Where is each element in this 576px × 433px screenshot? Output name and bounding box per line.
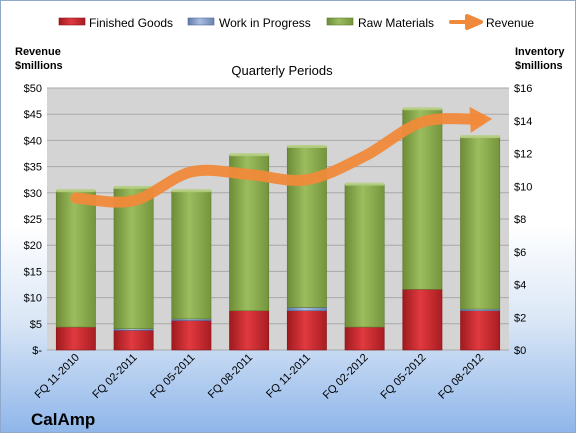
right-axis-title-line1: Inventory (515, 46, 565, 58)
legend: Finished Goods Work in Progress Raw Mate… (58, 14, 534, 30)
legend-item-work-in-progress: Work in Progress (187, 16, 311, 30)
bar-raw-materials (171, 190, 212, 320)
left-axis-title-line1: Revenue (15, 46, 61, 58)
bar-finished-goods (171, 320, 212, 351)
right-axis-title-line2: $millions (515, 60, 563, 72)
legend-label-finished-goods: Finished Goods (89, 16, 173, 30)
bar-raw-materials (55, 190, 96, 328)
legend-label-raw-materials: Raw Materials (358, 16, 434, 30)
bar-raw-materials (460, 136, 501, 310)
legend-swatch-work-in-progress (187, 17, 215, 26)
left-tick-label: $10 (24, 293, 42, 305)
revenue-line (70, 113, 486, 208)
left-tick-label: $45 (24, 109, 42, 121)
bar-finished-goods (113, 330, 154, 351)
legend-item-revenue: Revenue (449, 14, 534, 30)
bar-top-cap (460, 135, 500, 139)
revenue-arrowhead (469, 106, 493, 133)
legend-arrow-revenue (449, 14, 483, 30)
right-tick-label: $4 (514, 280, 526, 292)
bar-finished-goods (460, 310, 501, 351)
right-tick-label: $10 (514, 181, 532, 193)
right-tick-label: $6 (514, 247, 526, 259)
bar-top-cap (287, 144, 327, 148)
x-tick-label: FQ 11-2011 (264, 352, 313, 401)
bar-finished-goods (55, 326, 96, 351)
bar-raw-materials (402, 108, 443, 290)
bar-finished-goods (286, 310, 327, 351)
bar-top-cap (113, 185, 154, 189)
bar-finished-goods (402, 289, 443, 351)
left-tick-label: $15 (24, 266, 42, 278)
left-tick-label: $40 (24, 135, 42, 147)
left-tick-label: $- (32, 345, 42, 357)
right-tick-label: $8 (514, 214, 526, 226)
x-tick-label: FQ 02-2012 (321, 352, 371, 402)
x-tick-label: FQ 08-2012 (436, 352, 486, 402)
bar-raw-materials (344, 184, 385, 328)
bar-top-cap (171, 189, 212, 193)
legend-item-raw-materials: Raw Materials (326, 16, 434, 30)
bar-top-cap (344, 182, 385, 186)
legend-swatch-raw-materials (326, 17, 354, 26)
left-tick-label: $5 (30, 319, 42, 331)
x-tick-label: FQ 05-2011 (148, 352, 197, 401)
x-tick-label: FQ 08-2011 (206, 352, 255, 401)
company-name: CalAmp (31, 410, 95, 429)
x-tick-label: FQ 05-2012 (379, 352, 429, 402)
bar-raw-materials (113, 187, 154, 330)
right-tick-label: $14 (514, 116, 532, 128)
legend-label-revenue: Revenue (486, 16, 534, 30)
legend-label-work-in-progress: Work in Progress (219, 16, 311, 30)
left-tick-label: $25 (24, 214, 42, 226)
bar-finished-goods (229, 310, 270, 351)
x-tick-label: FQ 02-2011 (90, 352, 139, 401)
revenue-line-layer (70, 106, 493, 208)
left-tick-label: $35 (24, 162, 42, 174)
x-axis-labels: FQ 11-2010 FQ 02-2011 FQ 05-2011 FQ 08-2011… (33, 352, 487, 402)
right-tick-label: $0 (514, 345, 526, 357)
left-axis-title-line2: $millions (15, 60, 63, 72)
bar-work-in-progress (286, 307, 327, 311)
left-tick-label: $20 (24, 240, 42, 252)
right-tick-label: $12 (514, 149, 532, 161)
right-axis-ticks: $0 $2 $4 $6 $8 $10 $12 $14 $16 (514, 83, 532, 357)
right-tick-label: $2 (514, 312, 526, 324)
legend-swatch-finished-goods (58, 17, 86, 26)
left-tick-label: $50 (24, 83, 42, 95)
legend-item-finished-goods: Finished Goods (58, 16, 173, 30)
right-tick-label: $16 (514, 83, 532, 95)
left-axis-ticks: $- $5 $10 $15 $20 $25 $30 $35 $40 $45 $50 (24, 83, 43, 357)
bar-top-cap (229, 153, 269, 157)
bar-top-cap (56, 189, 96, 193)
bar-layer (55, 107, 501, 351)
bar-top-cap (402, 107, 443, 111)
chart-title: Quarterly Periods (231, 63, 333, 78)
left-tick-label: $30 (24, 188, 42, 200)
bar-finished-goods (344, 326, 385, 351)
x-tick-label: FQ 11-2010 (33, 352, 82, 401)
